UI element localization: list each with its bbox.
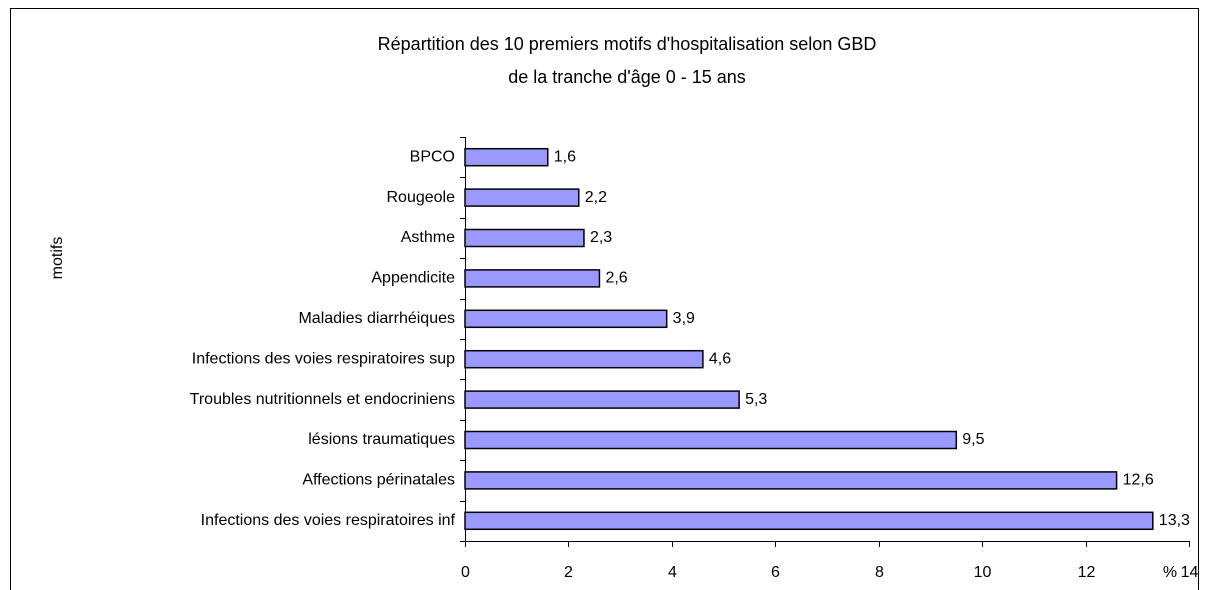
bar (464, 228, 585, 248)
y-tick-label: Infections des voies respiratoires inf (201, 512, 456, 529)
chart-frame (10, 8, 1199, 590)
y-tick-label: Appendicite (371, 270, 455, 287)
value-label: 2,3 (590, 229, 612, 246)
bar (464, 188, 580, 207)
x-tick-label: 14 (1181, 564, 1199, 581)
value-label: 9,5 (962, 431, 984, 448)
bar (464, 147, 549, 167)
y-tick-label: Maladies diarrhéiques (298, 310, 455, 327)
y-tick-label: Asthme (401, 229, 455, 246)
value-label: 4,6 (709, 350, 731, 367)
bar (464, 471, 1118, 490)
value-label: 5,3 (745, 391, 767, 408)
y-tick-label: Infections des voies respiratoires sup (192, 350, 455, 367)
x-tick-label: 12 (1078, 564, 1096, 581)
x-tick-label: 6 (771, 564, 780, 581)
x-tick-label: 10 (974, 564, 992, 581)
value-label: 3,9 (673, 310, 695, 327)
x-tick-label: 4 (668, 564, 677, 581)
y-tick-label: lésions traumatiques (308, 431, 455, 448)
bar (464, 390, 740, 409)
bar (464, 511, 1154, 531)
bar (464, 309, 668, 329)
bar (464, 349, 704, 369)
chart-subtitle: de la tranche d'âge 0 - 15 ans (508, 67, 746, 87)
x-tick-label: 0 (461, 564, 470, 581)
bar (464, 269, 601, 288)
value-label: 12,6 (1123, 472, 1154, 489)
x-axis-label: % (1163, 564, 1177, 581)
y-tick-label: BPCO (410, 148, 455, 165)
y-tick-label: Rougeole (387, 189, 456, 206)
value-label: 1,6 (554, 148, 576, 165)
y-tick-label: Affections périnatales (302, 472, 455, 489)
bar (464, 430, 958, 450)
x-tick-label: 8 (875, 564, 884, 581)
y-tick-label: Troubles nutritionnels et endocriniens (190, 391, 455, 408)
value-label: 13,3 (1159, 512, 1190, 529)
chart-title: Répartition des 10 premiers motifs d'hos… (378, 34, 877, 54)
x-tick-label: 2 (564, 564, 573, 581)
y-axis-label: motifs (49, 237, 66, 280)
value-label: 2,2 (585, 189, 607, 206)
value-label: 2,6 (605, 270, 627, 287)
